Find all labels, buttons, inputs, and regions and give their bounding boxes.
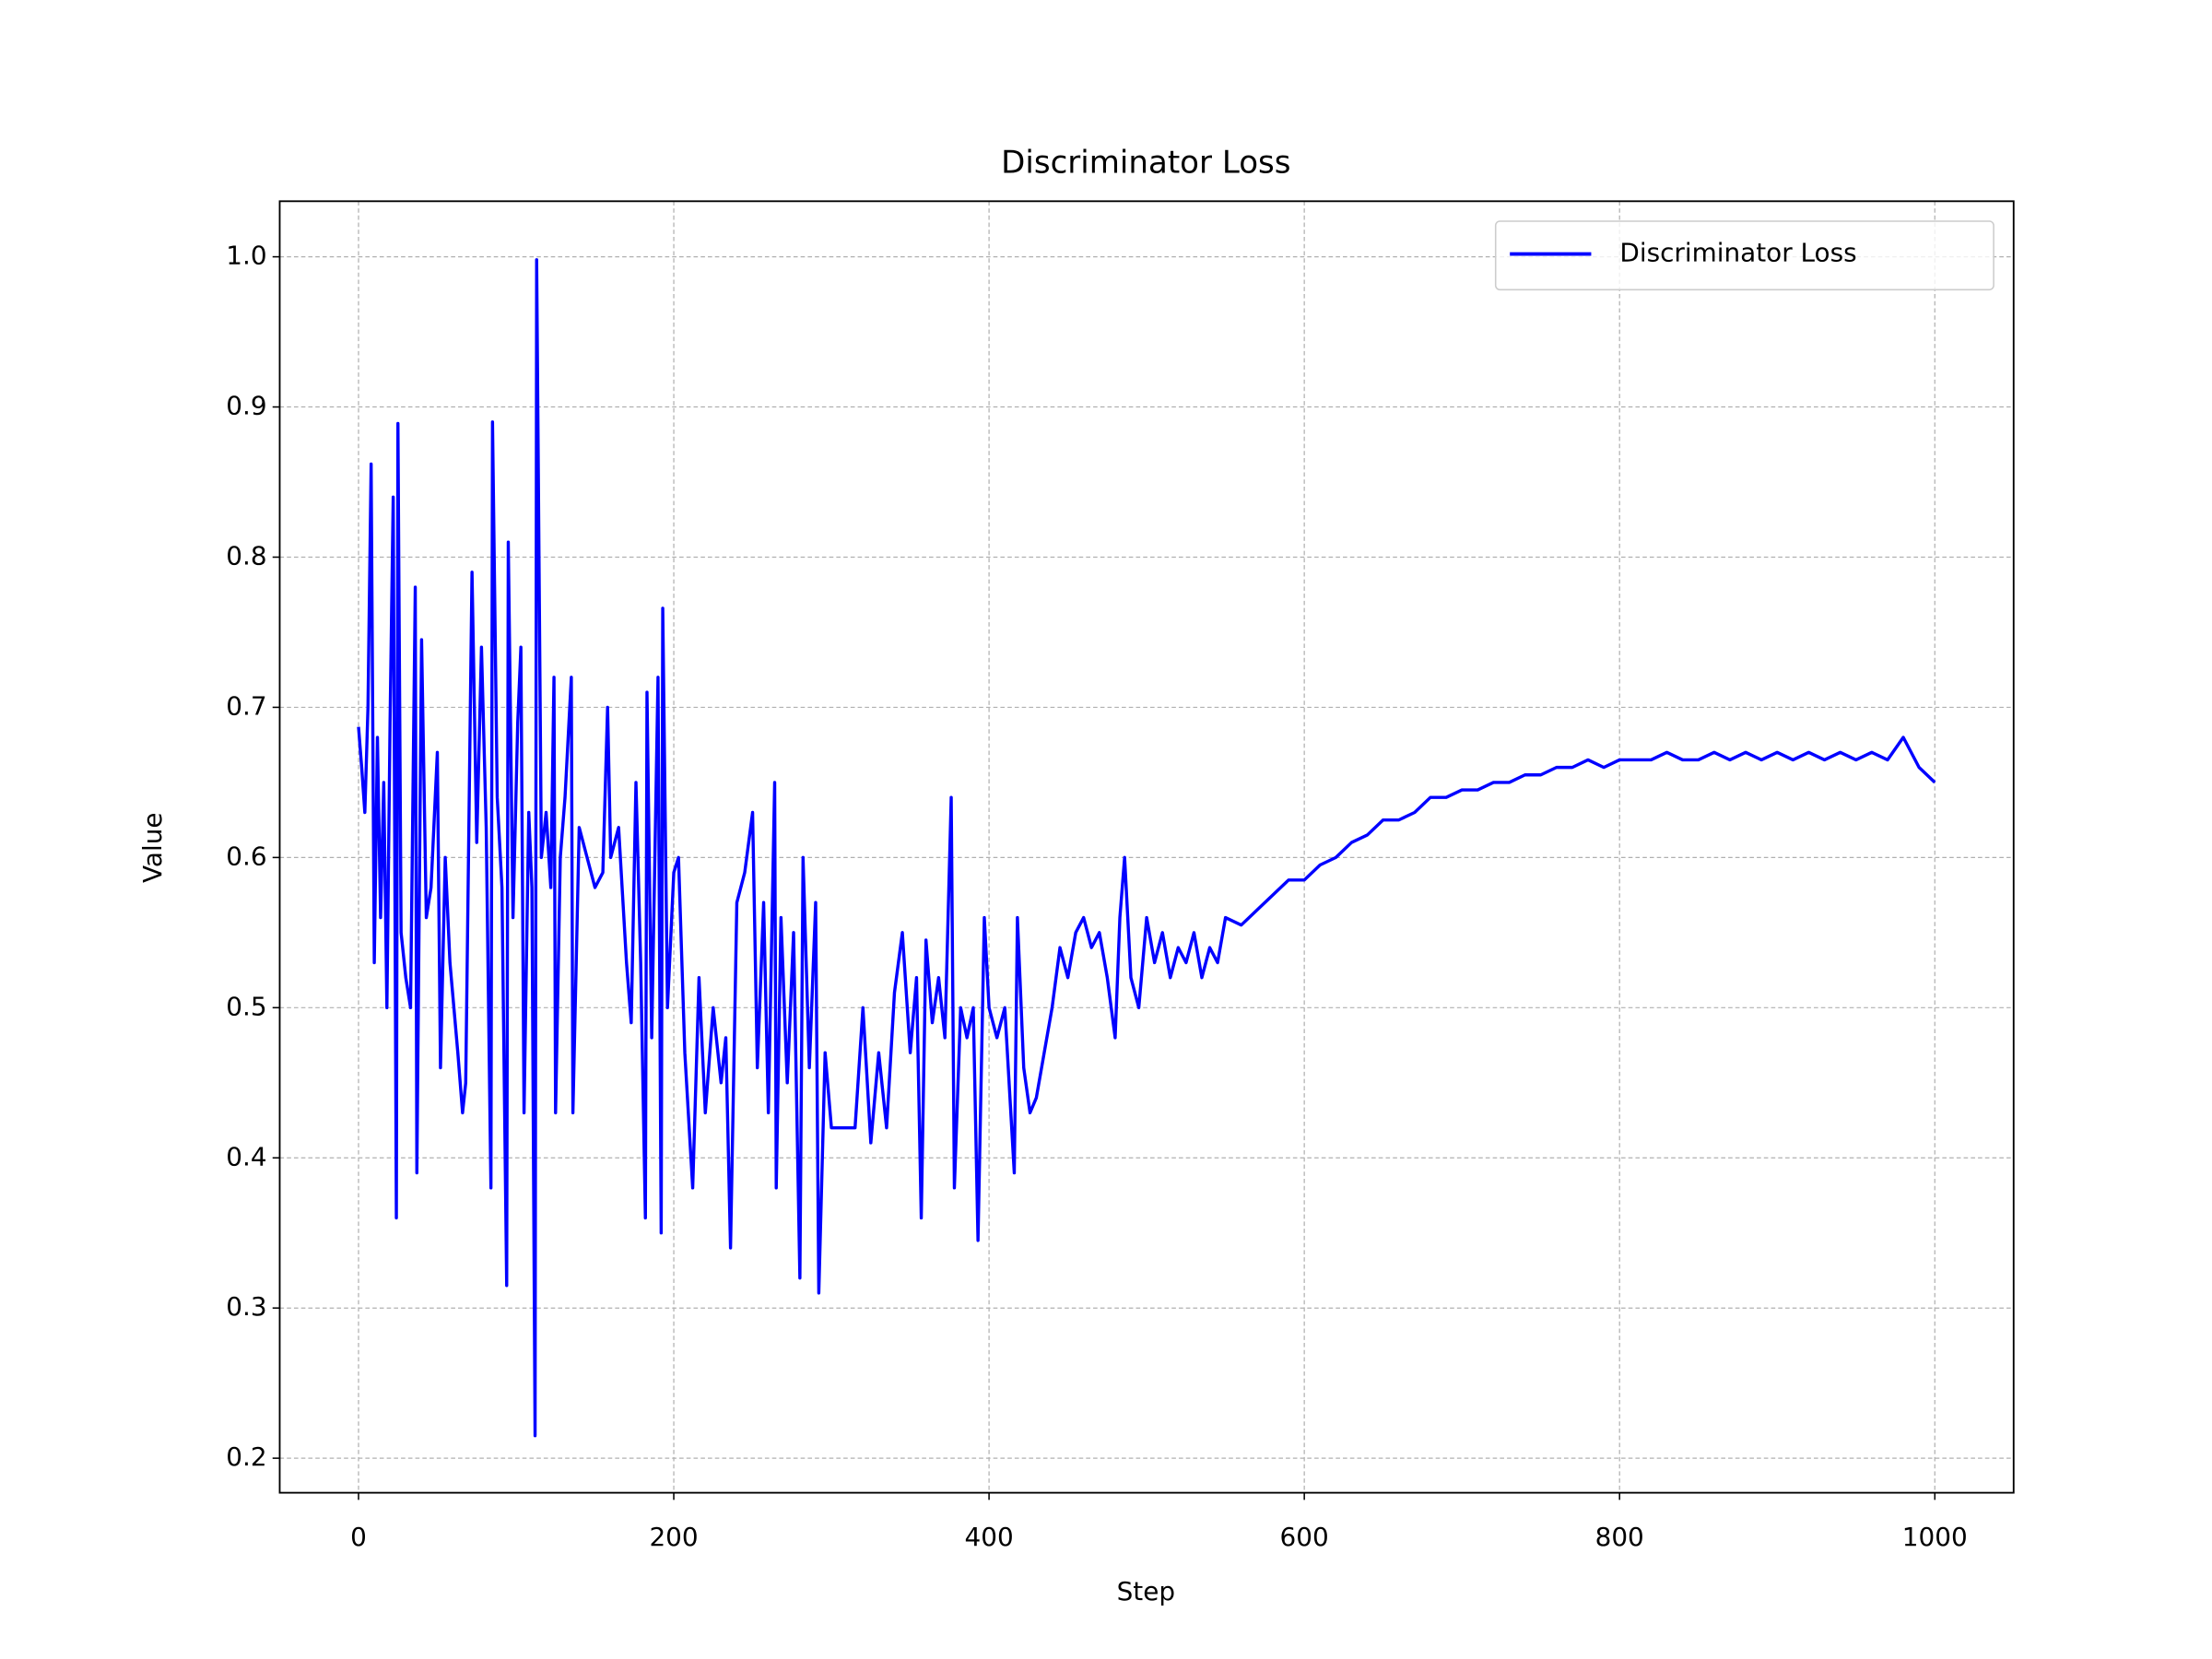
plot-frame xyxy=(278,200,2015,1494)
legend-box xyxy=(1494,220,1994,291)
x-tick-label: 0 xyxy=(350,1522,367,1552)
x-tick-label: 800 xyxy=(1595,1522,1644,1552)
y-tick-label: 0.8 xyxy=(226,540,266,571)
y-tick-label: 0.5 xyxy=(226,991,266,1021)
y-axis-label: Value xyxy=(137,812,168,883)
y-tick-label: 0.3 xyxy=(226,1291,266,1322)
legend-label: Discriminator Loss xyxy=(1619,238,1856,268)
x-tick-label: 400 xyxy=(965,1522,1014,1552)
y-tick-label: 0.2 xyxy=(226,1441,266,1472)
legend: Discriminator Loss xyxy=(1494,220,1994,291)
x-tick-label: 200 xyxy=(649,1522,698,1552)
y-tick-label: 0.6 xyxy=(226,841,266,871)
y-tick-label: 0.9 xyxy=(226,391,266,421)
chart-title: Discriminator Loss xyxy=(1001,145,1290,182)
y-tick-label: 0.4 xyxy=(226,1141,266,1171)
data-line xyxy=(357,258,1936,1438)
x-tick-label: 1000 xyxy=(1902,1522,1968,1552)
x-tick-label: 600 xyxy=(1280,1522,1329,1552)
y-tick-label: 0.7 xyxy=(226,690,266,721)
y-tick-label: 1.0 xyxy=(226,241,266,271)
x-axis-label: Step xyxy=(1117,1576,1175,1606)
